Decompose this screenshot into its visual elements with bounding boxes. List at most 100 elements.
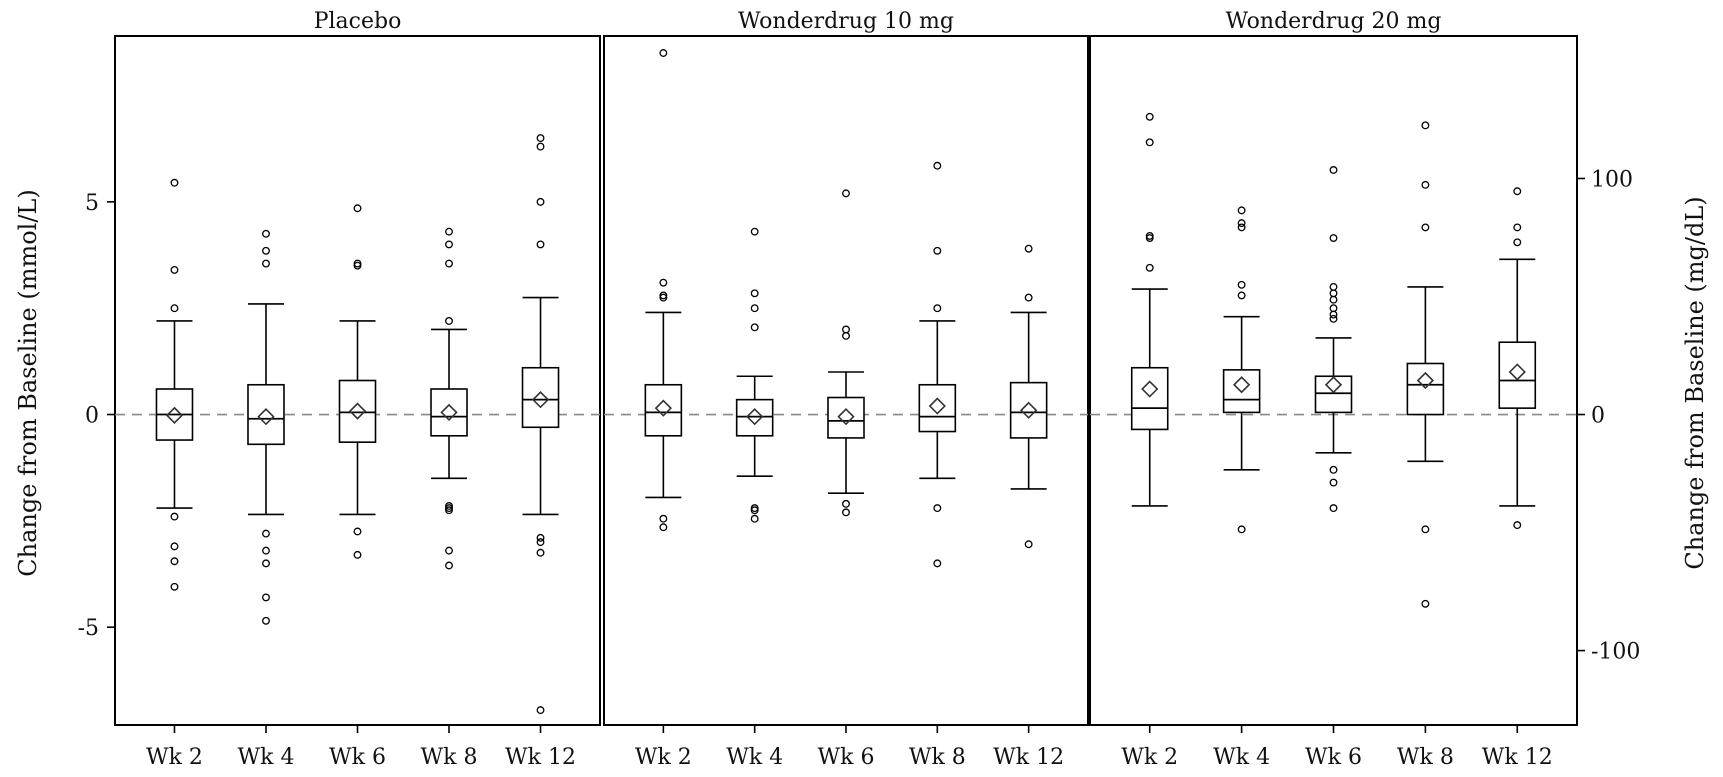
outlier-point bbox=[933, 246, 942, 255]
outlier-point bbox=[750, 304, 759, 313]
iqr-box bbox=[1498, 341, 1537, 409]
outlier-point bbox=[842, 499, 850, 508]
iqr-box bbox=[430, 388, 468, 437]
outlier-point bbox=[445, 506, 453, 515]
outlier-point bbox=[262, 259, 270, 268]
iqr-box bbox=[1314, 375, 1353, 414]
x-tick-label: Wk 8 bbox=[421, 745, 478, 770]
x-tick-label: Wk 6 bbox=[1305, 745, 1362, 770]
outlier-point bbox=[1421, 525, 1430, 534]
outlier-point bbox=[659, 278, 668, 287]
outlier-point bbox=[1421, 121, 1430, 130]
box-group bbox=[1314, 166, 1353, 513]
outlier-point bbox=[262, 229, 270, 238]
box-group bbox=[430, 227, 468, 570]
outlier-point bbox=[445, 227, 453, 236]
box-group bbox=[1406, 121, 1445, 608]
outlier-point bbox=[536, 197, 545, 206]
outlier-point bbox=[1024, 293, 1033, 302]
outlier-point bbox=[1329, 166, 1338, 174]
outlier-point bbox=[842, 508, 850, 517]
iqr-box bbox=[521, 366, 560, 429]
mean-marker bbox=[837, 408, 855, 426]
outlier-point bbox=[1421, 599, 1430, 608]
outlier-point bbox=[750, 289, 759, 298]
outlier-point bbox=[1329, 504, 1338, 513]
outlier-point bbox=[536, 142, 545, 151]
right-y-axis: 100 0 -100 bbox=[1577, 167, 1640, 665]
outlier-point bbox=[170, 178, 179, 187]
x-tick-label: Wk 12 bbox=[505, 745, 576, 770]
mean-marker bbox=[348, 402, 367, 420]
outlier-point bbox=[1329, 314, 1338, 323]
outlier-point bbox=[536, 538, 545, 547]
outlier-point bbox=[1237, 280, 1246, 289]
outlier-point bbox=[536, 240, 545, 249]
outlier-point bbox=[1024, 244, 1033, 253]
outlier-point bbox=[262, 246, 270, 255]
left-y-axis-title: Change from Baseline (mmol/L) bbox=[14, 189, 42, 576]
outlier-point bbox=[659, 49, 668, 57]
mean-marker bbox=[1232, 376, 1251, 394]
outlier-point bbox=[1329, 289, 1338, 298]
box-group bbox=[735, 227, 774, 523]
outlier-point bbox=[262, 559, 270, 568]
box-group bbox=[521, 134, 560, 715]
mean-marker bbox=[654, 399, 672, 417]
outlier-point bbox=[933, 304, 942, 313]
right-y-tick-label: 0 bbox=[1591, 404, 1605, 429]
x-tick-label: Wk 4 bbox=[238, 745, 295, 770]
left-y-tick-label: 0 bbox=[85, 404, 99, 429]
outlier-point bbox=[659, 293, 668, 302]
iqr-box bbox=[1130, 366, 1169, 431]
outlier-point bbox=[262, 593, 270, 602]
outlier-point bbox=[1237, 525, 1246, 534]
x-tick-label: Wk 12 bbox=[993, 745, 1064, 770]
outlier-point bbox=[1329, 304, 1338, 313]
x-tick-label: Wk 4 bbox=[1213, 745, 1270, 770]
x-axis: Wk 2 Wk 4 Wk 6 Wk 8 Wk 12 Wk 2 Wk 4 Wk 6 Wk 8 Wk … bbox=[146, 725, 1553, 770]
mean-marker bbox=[746, 408, 764, 426]
outlier-point bbox=[170, 512, 179, 521]
mean-marker bbox=[1324, 376, 1343, 394]
mean-marker bbox=[1416, 371, 1435, 390]
outlier-point bbox=[262, 546, 270, 555]
iqr-box bbox=[247, 383, 285, 446]
outlier-point bbox=[1329, 478, 1338, 487]
left-y-tick-label: 5 bbox=[85, 191, 99, 216]
x-tick-label: Wk 8 bbox=[909, 745, 966, 770]
iqr-box bbox=[918, 383, 957, 433]
outlier-point bbox=[170, 304, 179, 313]
panel-titles: Placebo Wonderdrug 10 mg Wonderdrug 20 mg bbox=[314, 9, 1442, 34]
outlier-point bbox=[933, 161, 942, 170]
outlier-point bbox=[1421, 180, 1430, 189]
left-y-tick-label: -5 bbox=[78, 616, 99, 641]
outlier-point bbox=[445, 317, 453, 325]
box-group bbox=[1130, 112, 1169, 507]
outlier-point bbox=[933, 559, 942, 568]
x-tick-label: Wk 6 bbox=[818, 745, 875, 770]
box-group bbox=[644, 49, 683, 532]
outlier-point bbox=[536, 548, 545, 557]
outlier-point bbox=[536, 533, 545, 542]
iqr-box bbox=[644, 383, 683, 437]
outlier-point bbox=[445, 546, 453, 555]
x-tick-label: Wk 2 bbox=[635, 745, 692, 770]
outlier-point bbox=[1237, 219, 1246, 228]
iqr-box bbox=[735, 398, 774, 437]
x-tick-label: Wk 12 bbox=[1482, 745, 1553, 770]
outlier-point bbox=[750, 506, 759, 515]
mean-marker bbox=[440, 403, 458, 422]
outlier-point bbox=[842, 325, 850, 334]
outlier-point bbox=[445, 240, 453, 249]
right-y-tick-label: 100 bbox=[1591, 167, 1633, 192]
box-groups bbox=[155, 49, 1537, 715]
mean-marker bbox=[1020, 401, 1038, 419]
outlier-point bbox=[170, 542, 179, 551]
outlier-point bbox=[1024, 540, 1033, 549]
outlier-point bbox=[1329, 465, 1338, 474]
outlier-point bbox=[170, 557, 179, 566]
box-group bbox=[338, 204, 377, 559]
iqr-box bbox=[827, 396, 865, 439]
box-group bbox=[1222, 206, 1261, 534]
